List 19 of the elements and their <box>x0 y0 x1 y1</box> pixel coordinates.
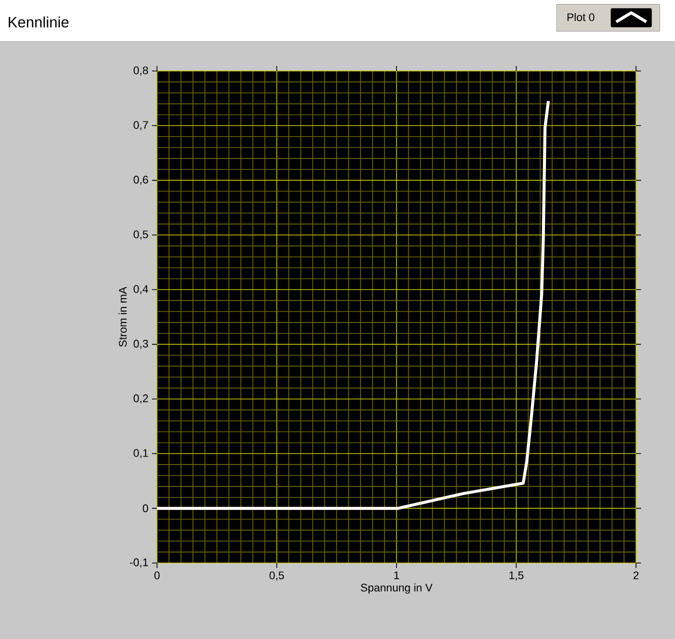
y-tick-label: -0,1 <box>130 558 148 568</box>
x-tick-label: 2 <box>633 571 639 580</box>
legend-label: Plot 0 <box>568 13 594 22</box>
chart-title: Kennlinie <box>8 16 69 28</box>
x-axis-title: Spannung in V <box>360 583 433 594</box>
x-tick-label: 1,5 <box>509 572 524 580</box>
y-tick-label: 0,4 <box>134 285 148 294</box>
y-tick-label: 0,1 <box>134 449 148 458</box>
x-tick-label: 0,5 <box>270 571 284 581</box>
y-tick-label: 0,8 <box>134 66 148 76</box>
y-tick-label: 0,3 <box>134 340 148 349</box>
y-tick-label: 0,6 <box>134 176 148 185</box>
x-tick-label: 0 <box>154 571 160 580</box>
x-tick-label: 1 <box>394 572 400 580</box>
y-axis-title: Strom in mA <box>118 286 127 347</box>
y-tick-label: 0,5 <box>134 230 148 240</box>
y-tick-label: 0,2 <box>134 394 148 404</box>
y-tick-label: 0 <box>142 504 148 512</box>
y-tick-label: 0,7 <box>134 121 148 130</box>
